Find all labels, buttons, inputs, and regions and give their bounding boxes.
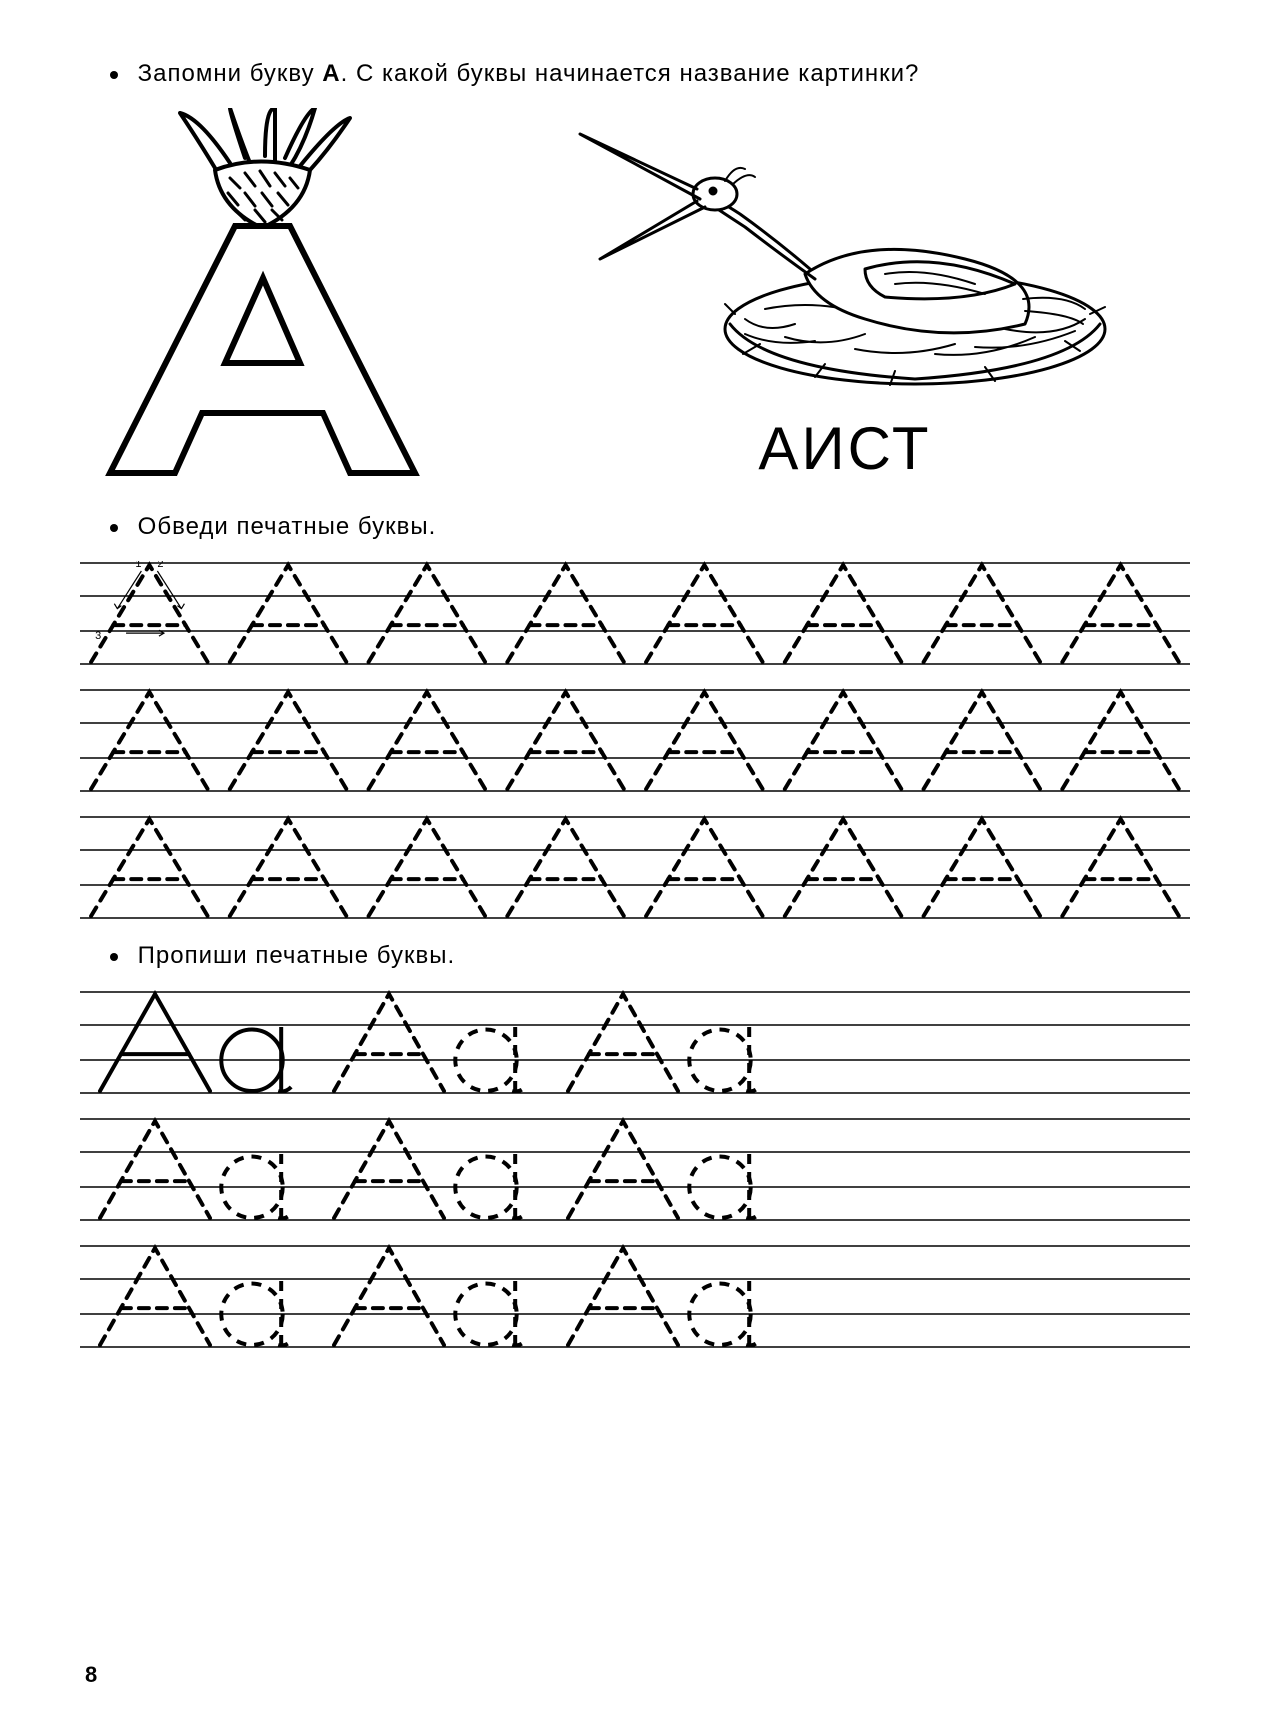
svg-text:1: 1 — [135, 561, 141, 570]
trace-row-lower — [80, 1244, 1190, 1349]
lower-trace-section — [80, 990, 1190, 1349]
instruction-3: Пропиши печатные буквы. — [110, 942, 1190, 970]
picture-block: АИСТ — [500, 119, 1190, 483]
instruction-1-pre: Запомни букву — [138, 60, 323, 87]
instruction-2: Обведи печатные буквы. — [110, 513, 1190, 541]
trace-row-lower — [80, 1117, 1190, 1222]
instruction-2-text: Обведи печатные буквы. — [138, 513, 437, 540]
instruction-1-bold: А — [322, 60, 340, 87]
trace-row-upper: 1 2 3 — [80, 561, 1190, 666]
instruction-3-text: Пропиши печатные буквы. — [138, 942, 455, 969]
top-illustration-row: АИСТ — [80, 108, 1190, 483]
bullet-icon — [110, 524, 118, 532]
page-number: 8 — [85, 1662, 97, 1688]
bullet-icon — [110, 953, 118, 961]
svg-text:2: 2 — [157, 561, 163, 570]
upper-trace-section: 1 2 3 — [80, 561, 1190, 920]
trace-row-upper — [80, 815, 1190, 920]
svg-text:3: 3 — [95, 630, 101, 642]
instruction-1-post: . С какой буквы начинается название карт… — [341, 60, 920, 87]
big-letter-a — [80, 108, 440, 483]
bullet-icon — [110, 71, 118, 79]
stork-illustration — [565, 119, 1125, 399]
picture-label: АИСТ — [500, 414, 1190, 483]
trace-row-upper — [80, 688, 1190, 793]
trace-row-lower — [80, 990, 1190, 1095]
instruction-1: Запомни букву А. С какой буквы начинаетс… — [110, 60, 1190, 88]
